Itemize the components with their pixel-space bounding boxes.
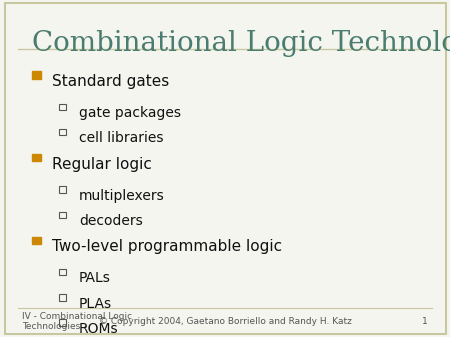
Text: Two-level programmable logic: Two-level programmable logic	[52, 239, 282, 254]
Bar	[58, 186, 66, 193]
Text: gate packages: gate packages	[79, 106, 181, 120]
Text: © Copyright 2004, Gaetano Borriello and Randy H. Katz: © Copyright 2004, Gaetano Borriello and …	[99, 317, 351, 326]
Text: multiplexers: multiplexers	[79, 189, 165, 203]
Text: Combinational Logic Technologies: Combinational Logic Technologies	[32, 30, 450, 57]
Text: 1: 1	[422, 317, 428, 326]
Bar	[32, 237, 41, 244]
Bar	[58, 104, 66, 110]
Text: decoders: decoders	[79, 214, 143, 228]
Bar	[32, 71, 41, 79]
Text: cell libraries: cell libraries	[79, 131, 163, 146]
Bar	[58, 269, 66, 275]
Text: PALs: PALs	[79, 271, 111, 285]
Text: Standard gates: Standard gates	[52, 74, 169, 89]
FancyBboxPatch shape	[4, 3, 446, 334]
Text: IV - Combinational Logic: IV - Combinational Logic	[22, 312, 133, 321]
Text: ROMs: ROMs	[79, 322, 118, 336]
Bar	[58, 129, 66, 135]
Bar	[58, 294, 66, 301]
Bar	[58, 212, 66, 218]
Text: PLAs: PLAs	[79, 297, 112, 311]
Bar	[58, 319, 66, 326]
Text: Regular logic: Regular logic	[52, 157, 152, 172]
Text: Technologies: Technologies	[22, 322, 81, 331]
Bar	[32, 154, 41, 161]
